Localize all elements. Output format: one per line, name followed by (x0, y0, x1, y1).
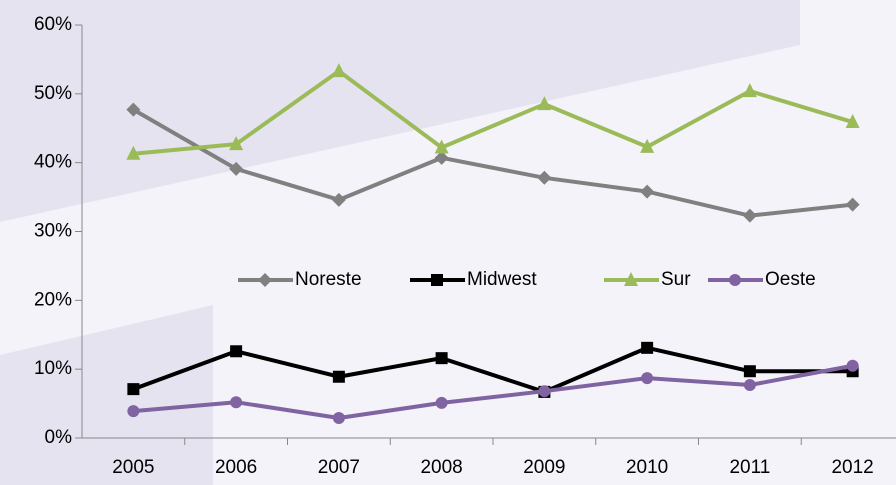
legend-marker (624, 272, 638, 286)
data-point (434, 150, 449, 165)
x-tick-label: 2010 (626, 457, 668, 478)
data-point (641, 372, 654, 385)
data-point (230, 345, 243, 358)
y-tick-label: 30% (34, 221, 72, 242)
data-point (537, 170, 552, 185)
data-point (434, 139, 449, 154)
y-tick-label: 10% (34, 358, 72, 379)
data-point (742, 83, 757, 98)
x-tick-label: 2006 (215, 457, 257, 478)
series-line (133, 69, 854, 156)
data-point (332, 412, 345, 425)
legend-marker (729, 274, 741, 286)
y-tick-label: 40% (34, 152, 72, 173)
data-point (845, 197, 860, 212)
data-point (845, 114, 860, 129)
data-point (742, 208, 757, 223)
y-tick-label: 50% (34, 83, 72, 104)
data-point (126, 145, 141, 160)
data-point (743, 365, 756, 378)
series-line (132, 107, 853, 218)
legend-label: Sur (661, 269, 691, 290)
data-point (230, 396, 243, 409)
data-point (332, 370, 345, 383)
data-point (538, 385, 551, 398)
y-tick-label: 0% (45, 427, 73, 448)
data-point (537, 96, 552, 111)
data-point (743, 378, 756, 391)
data-point (435, 352, 448, 365)
data-point (640, 184, 655, 199)
data-point (127, 405, 140, 418)
legend-marker (431, 274, 443, 286)
x-tick-label: 2009 (523, 457, 565, 478)
x-tick-label: 2011 (729, 457, 770, 478)
x-tick-label: 2005 (112, 457, 154, 478)
data-point (640, 138, 655, 153)
y-tick-label: 20% (34, 289, 72, 310)
y-tick-label: 60% (34, 14, 72, 35)
data-point (331, 63, 346, 78)
decor-band (0, 305, 213, 485)
legend-label: Midwest (467, 269, 537, 290)
legend-label: Noreste (295, 269, 362, 290)
legend-marker (258, 273, 272, 287)
decor-band (0, 0, 800, 222)
data-point (641, 341, 654, 354)
data-point (229, 136, 244, 151)
data-point (331, 192, 346, 207)
data-point (126, 102, 141, 117)
x-tick-label: 2012 (831, 457, 873, 478)
legend-label: Oeste (765, 269, 816, 290)
series-line (132, 345, 853, 394)
x-tick-label: 2008 (420, 457, 462, 478)
x-tick-label: 2007 (318, 457, 360, 478)
data-point (846, 359, 859, 372)
data-point (229, 161, 244, 176)
data-point (435, 396, 448, 409)
data-point (127, 383, 140, 396)
series-line (133, 363, 853, 421)
